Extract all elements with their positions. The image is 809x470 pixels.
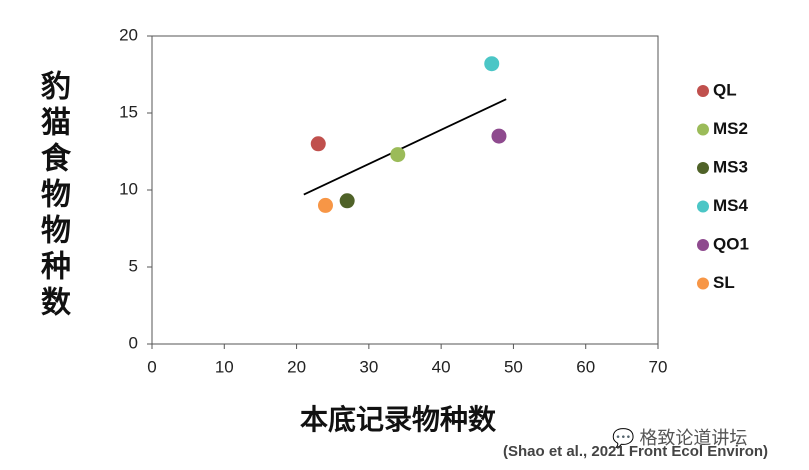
x-tick-label: 0 [147,357,156,376]
x-tick-label: 10 [215,357,234,376]
point [310,136,326,152]
legend-label: MS4 [713,196,749,215]
legend-marker [697,200,709,213]
y-tick-label: 15 [119,102,138,121]
x-tick-label: 40 [432,357,451,376]
citation: (Shao et al., 2021 Front Ecol Environ) [503,443,769,460]
point [317,197,333,213]
legend-label: SL [713,273,735,292]
y-tick-label: 0 [129,333,138,352]
legend-marker [697,123,709,136]
x-axis-label: 本底记录物种数 [300,404,497,435]
x-tick-label: 20 [287,357,306,376]
watermark: 💬 格致论道讲坛 [612,424,747,450]
legend-marker [697,162,709,174]
y-tick-label: 5 [129,256,138,275]
y-axis-label: 豹猫食物物种数 [36,70,69,322]
watermark-icon: 💬 [612,428,635,448]
y-tick-label: 10 [119,179,138,198]
x-tick-label: 30 [359,357,378,376]
point [339,193,355,209]
legend-marker [697,85,709,97]
x-tick-label: 60 [576,357,595,376]
legend-marker [697,239,709,251]
y-tick-label: 20 [119,25,138,44]
legend-label: QO1 [713,234,749,253]
plot-frame [151,35,659,345]
legend-marker [697,277,709,290]
point [390,147,406,163]
x-tick-label: 70 [649,357,668,376]
point [484,56,500,72]
x-tick-label: 50 [504,357,523,376]
point [491,128,507,144]
legend-label: QL [713,80,737,99]
watermark-text: 格致论道讲坛 [639,428,748,448]
legend-label: MS3 [713,157,748,176]
legend-label: MS2 [713,119,748,138]
trend-line [303,98,507,196]
